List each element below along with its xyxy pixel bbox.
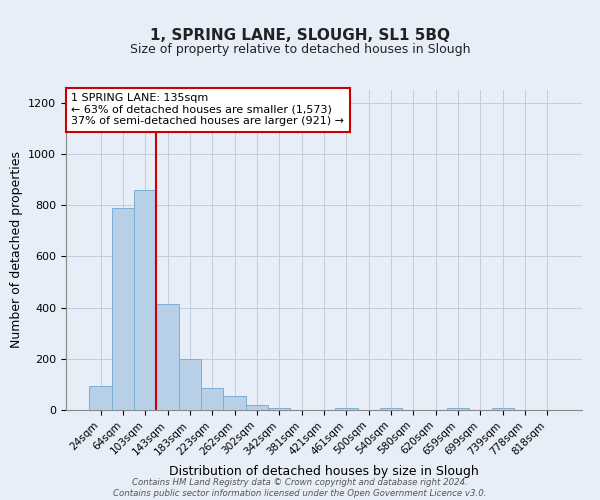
Bar bbox=[201, 388, 223, 410]
Bar bbox=[223, 396, 246, 410]
Bar bbox=[335, 408, 358, 410]
Text: Contains HM Land Registry data © Crown copyright and database right 2024.
Contai: Contains HM Land Registry data © Crown c… bbox=[113, 478, 487, 498]
Bar bbox=[246, 405, 268, 410]
Bar bbox=[380, 408, 402, 410]
Bar bbox=[134, 190, 157, 410]
Bar bbox=[447, 408, 469, 410]
X-axis label: Distribution of detached houses by size in Slough: Distribution of detached houses by size … bbox=[169, 465, 479, 478]
Bar bbox=[157, 304, 179, 410]
Bar bbox=[179, 359, 201, 410]
Bar bbox=[491, 408, 514, 410]
Bar bbox=[268, 408, 290, 410]
Bar bbox=[89, 386, 112, 410]
Text: Size of property relative to detached houses in Slough: Size of property relative to detached ho… bbox=[130, 42, 470, 56]
Text: 1 SPRING LANE: 135sqm
← 63% of detached houses are smaller (1,573)
37% of semi-d: 1 SPRING LANE: 135sqm ← 63% of detached … bbox=[71, 93, 344, 126]
Text: 1, SPRING LANE, SLOUGH, SL1 5BQ: 1, SPRING LANE, SLOUGH, SL1 5BQ bbox=[150, 28, 450, 42]
Bar bbox=[112, 208, 134, 410]
Y-axis label: Number of detached properties: Number of detached properties bbox=[10, 152, 23, 348]
